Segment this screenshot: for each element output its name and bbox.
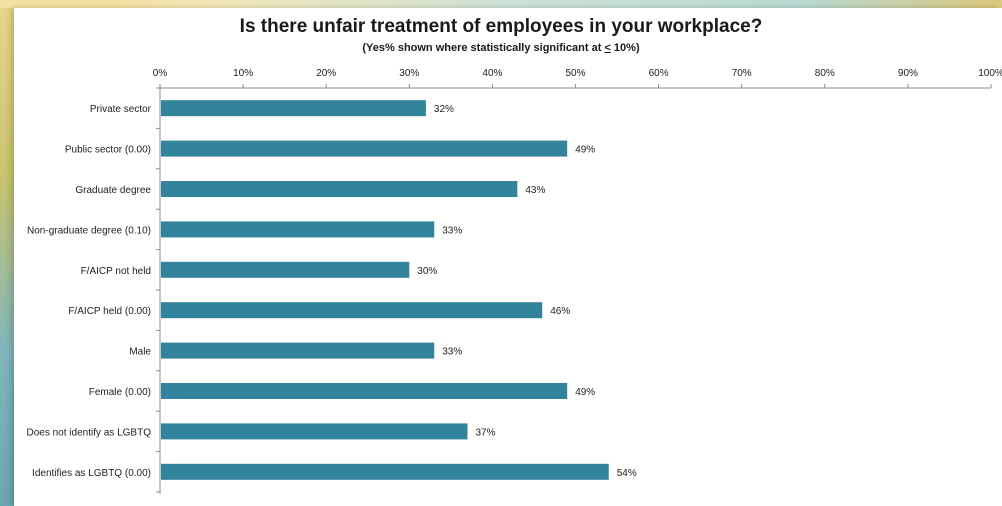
x-tick-label: 20% bbox=[316, 68, 336, 79]
value-labels: 32% 49% 43% 33% 30% 46% 33% 49% 37% 54% bbox=[417, 104, 637, 479]
category-label: Non-graduate degree (0.10) bbox=[27, 225, 151, 236]
category-label: Does not identify as LGBTQ bbox=[26, 427, 151, 438]
bar bbox=[161, 100, 426, 117]
value-label: 43% bbox=[525, 185, 545, 196]
bar bbox=[161, 140, 568, 157]
bar bbox=[161, 463, 609, 480]
value-label: 49% bbox=[575, 145, 595, 156]
chart-title: Is there unfair treatment of employees i… bbox=[239, 16, 763, 37]
subtitle-leq-symbol: < bbox=[604, 42, 611, 54]
bar bbox=[161, 181, 518, 197]
background-band-left bbox=[0, 0, 14, 506]
value-label: 46% bbox=[550, 306, 570, 317]
category-label: Identifies as LGBTQ (0.00) bbox=[32, 468, 151, 479]
category-label: Private sector bbox=[90, 104, 152, 115]
x-tick-label: 50% bbox=[565, 68, 585, 79]
x-tick-label: 40% bbox=[482, 68, 502, 79]
category-label: Female (0.00) bbox=[89, 387, 151, 398]
bar bbox=[161, 261, 410, 278]
x-tick-label: 60% bbox=[649, 68, 669, 79]
bar bbox=[161, 302, 543, 319]
x-tick-label: 100% bbox=[978, 68, 1002, 79]
value-label: 30% bbox=[417, 266, 437, 277]
value-label: 37% bbox=[475, 427, 495, 438]
chart-subtitle: (Yes% shown where statistically signific… bbox=[0, 42, 1002, 54]
background-band-top bbox=[0, 0, 1002, 8]
x-tick-label: 90% bbox=[898, 68, 918, 79]
bar bbox=[161, 342, 435, 359]
subtitle-text: (Yes% shown where statistically signific… bbox=[362, 42, 605, 54]
x-tick-label: 30% bbox=[399, 68, 419, 79]
background-corner bbox=[0, 0, 120, 8]
category-label: Public sector (0.00) bbox=[65, 145, 151, 156]
category-label: F/AICP not held bbox=[81, 266, 151, 277]
value-label: 49% bbox=[575, 387, 595, 398]
bar bbox=[161, 423, 468, 440]
x-tick-label: 0% bbox=[153, 68, 168, 79]
category-label: Graduate degree bbox=[75, 185, 151, 196]
category-label: F/AICP held (0.00) bbox=[68, 306, 151, 317]
x-tick-labels: 0% 10% 20% 30% 40% 50% 60% 70% 80% 90% 100% bbox=[153, 68, 1002, 79]
chart-panel bbox=[14, 8, 1002, 506]
axis-layer bbox=[156, 84, 992, 494]
x-tick-label: 70% bbox=[732, 68, 752, 79]
category-label: Male bbox=[129, 347, 151, 358]
value-label: 33% bbox=[442, 347, 462, 358]
value-label: 32% bbox=[434, 104, 454, 115]
x-tick-label: 10% bbox=[233, 68, 253, 79]
x-tick-label: 80% bbox=[815, 68, 835, 79]
value-label: 54% bbox=[617, 468, 637, 479]
category-labels: Private sector Public sector (0.00) Gradua… bbox=[26, 104, 151, 479]
bars bbox=[161, 100, 609, 480]
bar bbox=[161, 383, 568, 399]
bar bbox=[161, 221, 435, 238]
subtitle-threshold: 10%) bbox=[610, 42, 640, 54]
value-label: 33% bbox=[442, 225, 462, 236]
